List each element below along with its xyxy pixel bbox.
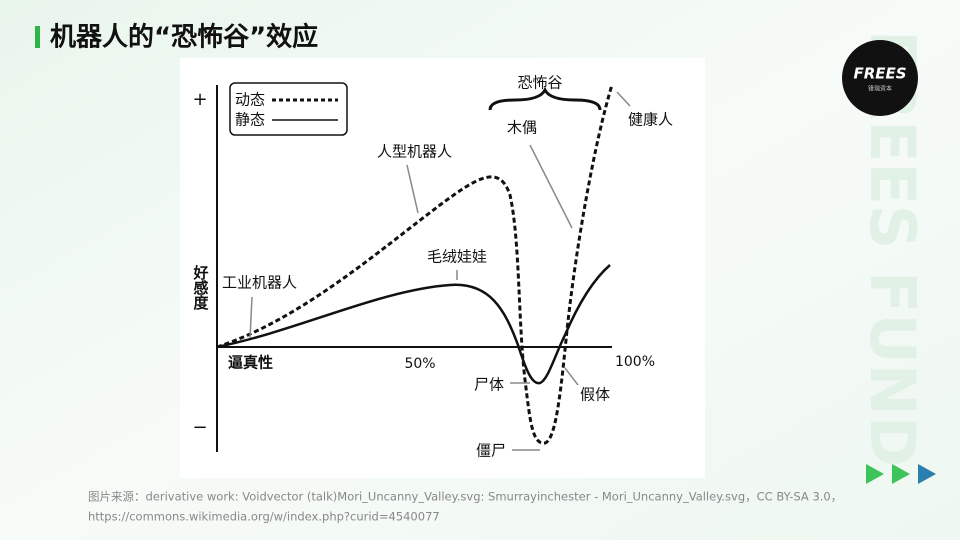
chart-area [180,58,705,478]
moving-curve [216,84,614,445]
label: 工业机器人 [222,274,297,292]
title-bar [35,26,40,48]
label: 木偶 [507,119,537,137]
nav-arrows [866,464,936,484]
minus: − [192,417,207,438]
label: 人型机器人 [377,143,452,161]
logo-text: FREES [853,65,906,83]
title: 机器人的“恐怖谷”效应 [50,22,318,53]
label: 毛绒娃娃 [427,248,487,266]
label: 假体 [580,386,610,404]
valley-brace [488,86,602,111]
label: 尸体 [474,376,504,394]
label: 健康人 [628,111,673,129]
still-curve [216,264,611,385]
label: 恐怖谷 [517,74,562,92]
y-label: 好感度 [192,264,210,311]
legend-moving: 动态 [235,91,265,109]
x-end: 100% [615,354,655,370]
legend-still: 静态 [235,111,265,129]
label: 僵尸 [476,442,506,460]
pointers [249,91,631,451]
logo [842,40,918,116]
labels: + − 好感度 逼真性 50% 100% 动态 静态 恐怖谷 木偶 健康人 人型… [192,74,674,460]
x-mid: 50% [404,356,435,372]
diagram [216,82,631,452]
plus: + [192,89,207,110]
logo-subtitle: 锋瑞资本 [868,85,892,93]
caption: 图片来源：derivative work: Voidvector (talk)M… [88,490,842,504]
caption: https://commons.wikimedia.org/w/index.ph… [88,510,440,524]
x-label: 逼真性 [228,354,273,372]
legend-box [229,82,348,136]
